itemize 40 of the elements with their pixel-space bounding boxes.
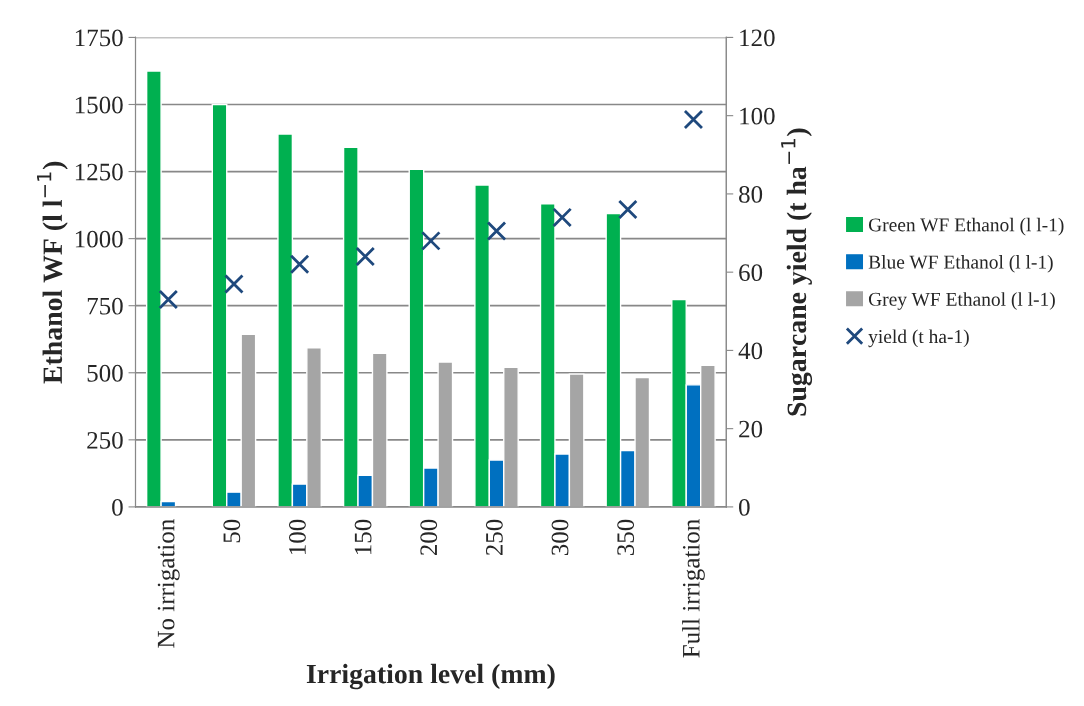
y-tick-label: 1250 — [75, 163, 123, 181]
y2-axis-title: Sugarcane yield (t ha$^{−1}$) — [781, 128, 813, 416]
y2-tick-label: 60 — [739, 264, 763, 282]
point — [421, 230, 441, 251]
y2-tick-label: 20 — [739, 420, 763, 438]
y-tick-label: 1750 — [75, 29, 123, 47]
x-tick-label: 100 — [288, 519, 306, 555]
y2-tick-label: 40 — [738, 342, 763, 360]
x-tick-label: 50 — [223, 519, 241, 543]
x-tick-label: 300 — [551, 519, 569, 556]
legend-label: Green WF Ethanol (l l-1) — [868, 217, 1064, 236]
legend-label: Blue WF Ethanol (l l-1) — [868, 254, 1053, 273]
legend-label: yield (t ha-1) — [868, 329, 969, 348]
x-tick-label: No irrigation — [157, 519, 180, 648]
point — [683, 109, 704, 130]
y-tick-label: 1000 — [75, 230, 123, 248]
x-axis-title: Irrigation level (mm) — [306, 663, 555, 690]
y-axis-title: Ethanol WF (l l$^{−1}$) — [37, 161, 68, 384]
point — [224, 274, 244, 294]
legend-label: Grey WF Ethanol (l l-1) — [868, 292, 1055, 310]
point — [486, 221, 507, 241]
y-tick-label: 250 — [87, 431, 123, 449]
point — [158, 289, 179, 310]
y-tick-label: 0 — [112, 498, 123, 516]
y2-tick-label: 120 — [740, 29, 775, 47]
x-tick-label: 250 — [485, 519, 503, 556]
x-tick-label: Full irrigation — [682, 519, 705, 658]
y2-tick-label: 80 — [739, 185, 763, 203]
y2-tick-label: 100 — [740, 107, 775, 125]
y-tick-label: 750 — [87, 297, 123, 315]
point — [617, 199, 638, 220]
point — [552, 207, 573, 228]
x-tick-label: 150 — [354, 519, 372, 555]
point — [355, 246, 376, 267]
x-tick-label: 350 — [617, 519, 635, 556]
point — [289, 254, 310, 275]
y2-tick-label: 0 — [739, 498, 750, 516]
y-tick-label: 1500 — [75, 96, 123, 114]
y-tick-label: 500 — [87, 364, 123, 382]
x-tick-label: 200 — [420, 519, 438, 556]
